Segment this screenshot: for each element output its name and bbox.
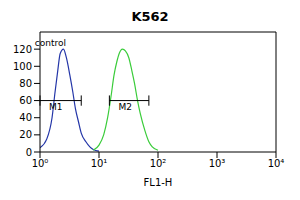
svg-text:10³: 10³ xyxy=(209,158,226,169)
html-text:K562: K562 xyxy=(131,9,169,24)
svg-text:10²: 10² xyxy=(150,158,167,169)
svg-text:control: control xyxy=(35,38,66,48)
svg-text:FL1-H: FL1-H xyxy=(144,177,173,188)
svg-text:10¹: 10¹ xyxy=(91,158,108,169)
svg-text:10⁰: 10⁰ xyxy=(32,158,49,169)
svg-text:60: 60 xyxy=(19,95,32,106)
svg-text:20: 20 xyxy=(19,129,32,140)
svg-text:80: 80 xyxy=(19,78,32,89)
svg-text:40: 40 xyxy=(19,112,32,123)
svg-text:100: 100 xyxy=(13,61,32,72)
svg-text:M2: M2 xyxy=(118,102,131,112)
svg-text:M1: M1 xyxy=(49,102,63,112)
svg-text:10⁴: 10⁴ xyxy=(268,158,285,169)
svg-text:0: 0 xyxy=(26,147,32,158)
svg-text:120: 120 xyxy=(13,44,32,55)
